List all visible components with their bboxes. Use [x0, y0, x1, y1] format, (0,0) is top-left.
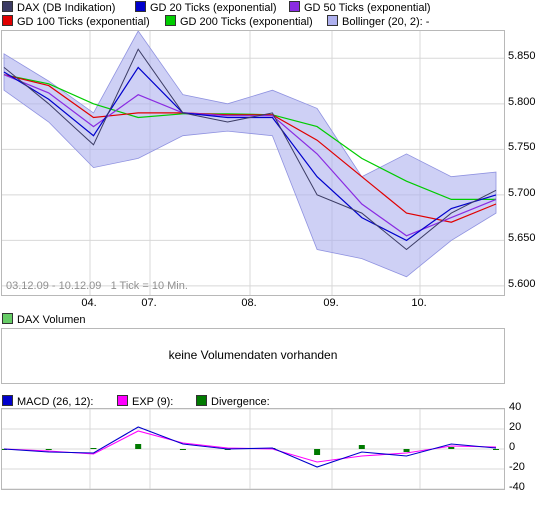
legend-divergence-label: Divergence: — [211, 396, 270, 408]
price-y-tick-label: 5.750 — [508, 141, 536, 154]
legend-exp-label: EXP (9): — [132, 396, 174, 408]
macd-chart — [2, 409, 504, 489]
legend-gd20-swatch — [135, 1, 146, 12]
price-x-tick-label: 07. — [141, 297, 157, 309]
bollinger-band — [3, 31, 497, 278]
legend-divergence-swatch — [196, 395, 207, 406]
price-x-tick-label: 04. — [81, 297, 97, 309]
macd-y-tick-label: -40 — [509, 481, 525, 493]
legend-dax-swatch — [2, 1, 13, 12]
legend-gd50-swatch — [289, 1, 300, 12]
legend-gd20-label: GD 20 Ticks (exponential) — [150, 2, 277, 14]
divergence-bar — [358, 445, 365, 449]
macd-line — [3, 426, 497, 468]
legend-bollinger: Bollinger (20, 2): - — [327, 15, 429, 28]
legend-volume-swatch — [2, 313, 13, 324]
gd100-line — [3, 74, 497, 223]
legend-dax-label: DAX (DB Indikation) — [17, 2, 116, 14]
legend-gd200-label: GD 200 Ticks (exponential) — [180, 16, 313, 28]
legend-gd20: GD 20 Ticks (exponential) — [135, 1, 277, 14]
dax-line — [3, 48, 497, 251]
macd-y-tick-label: 20 — [509, 421, 522, 433]
price-y-tick-label: 5.600 — [508, 277, 536, 290]
legend-gd50: GD 50 Ticks (exponential) — [289, 1, 431, 14]
legend-macd-label: MACD (26, 12): — [17, 396, 94, 408]
legend-gd200: GD 200 Ticks (exponential) — [165, 15, 313, 28]
legend-gd200-swatch — [165, 15, 176, 26]
legend-bollinger-value: - — [425, 16, 430, 28]
volume-panel: keine Volumendaten vorhanden — [1, 328, 505, 384]
macd-panel — [1, 408, 505, 490]
legend-macd: MACD (26, 12): — [2, 395, 93, 408]
gd50-line — [3, 74, 497, 237]
legend-divergence: Divergence: — [196, 395, 270, 408]
divergence-bar — [448, 447, 455, 449]
price-chart-panel: 03.12.09 - 10.12.09 1 Tick = 10 Min. — [1, 30, 505, 296]
divergence-bar — [179, 449, 186, 450]
legend-volume: DAX Volumen — [2, 313, 85, 326]
price-chart — [2, 31, 504, 295]
macd-y-tick-label: 40 — [509, 401, 522, 413]
legend-bollinger-swatch — [327, 15, 338, 26]
divergence-bar — [135, 444, 142, 449]
legend-gd100: GD 100 Ticks (exponential) — [2, 15, 150, 28]
legend-macd-swatch — [2, 395, 13, 406]
legend-gd50-label: GD 50 Ticks (exponential) — [304, 2, 431, 14]
divergence-bar — [314, 449, 321, 455]
price-x-tick-label: 09. — [323, 297, 339, 309]
legend-exp-swatch — [117, 395, 128, 406]
divergence-bar — [403, 449, 410, 452]
volume-no-data-message: keine Volumendaten vorhanden — [168, 348, 338, 362]
divergence-bar — [493, 449, 499, 450]
legend-gd100-label: GD 100 Ticks (exponential) — [17, 16, 150, 28]
divergence-bar — [45, 449, 52, 450]
price-y-tick-label: 5.850 — [508, 50, 536, 63]
price-x-tick-label: 10. — [411, 297, 427, 309]
legend-exp: EXP (9): — [117, 395, 173, 408]
divergence-bar — [90, 448, 97, 449]
macd-y-tick-label: 0 — [509, 441, 516, 453]
legend-gd100-swatch — [2, 15, 13, 26]
price-y-tick-label: 5.650 — [508, 232, 536, 245]
price-info-text: 03.12.09 - 10.12.09 1 Tick = 10 Min. — [6, 280, 188, 292]
price-y-tick-label: 5.800 — [508, 95, 536, 108]
price-x-tick-label: 08. — [241, 297, 257, 309]
legend-volume-label: DAX Volumen — [17, 314, 86, 326]
macd-y-tick-label: -20 — [509, 461, 525, 473]
legend-bollinger-label: Bollinger (20, 2): — [342, 16, 423, 28]
price-y-tick-label: 5.700 — [508, 186, 536, 199]
legend-dax: DAX (DB Indikation) — [2, 1, 115, 14]
